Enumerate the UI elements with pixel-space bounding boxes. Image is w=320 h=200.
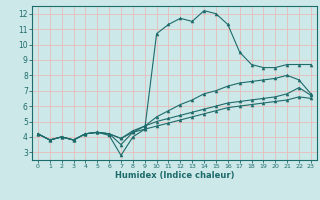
X-axis label: Humidex (Indice chaleur): Humidex (Indice chaleur) [115, 171, 234, 180]
